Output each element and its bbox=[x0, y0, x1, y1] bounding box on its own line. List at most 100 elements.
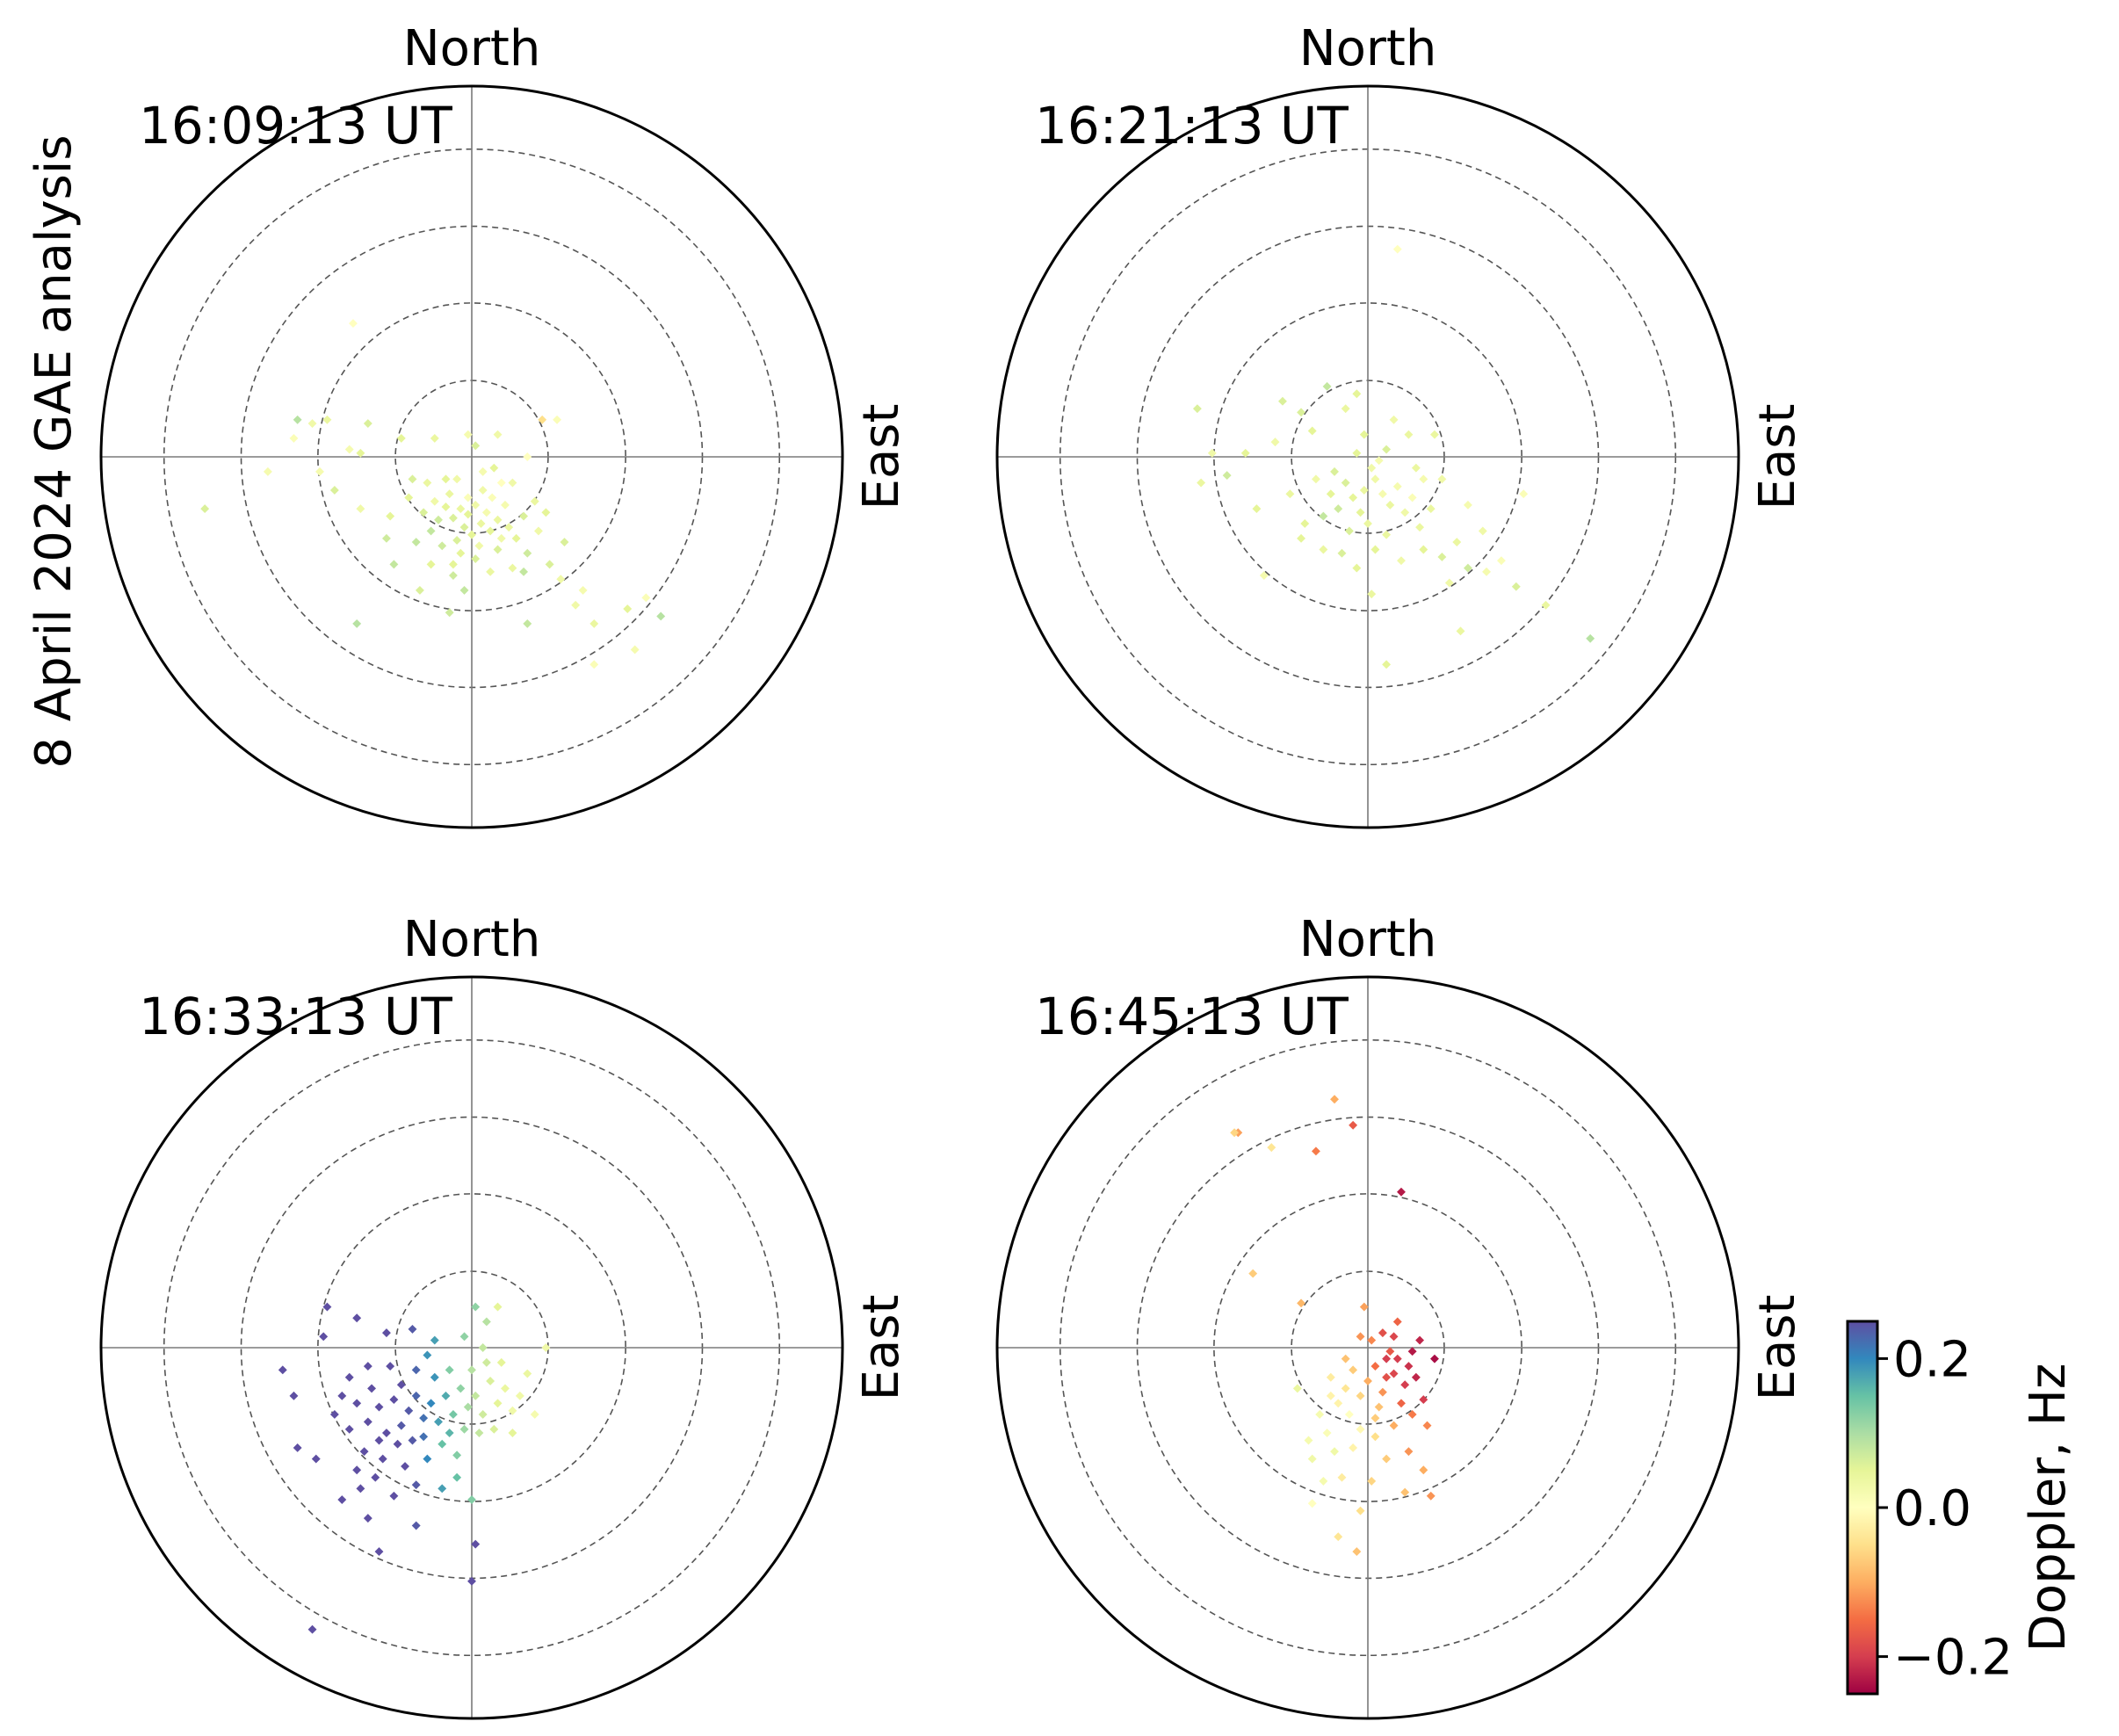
data-point bbox=[456, 504, 466, 514]
outer-boundary bbox=[99, 84, 844, 829]
data-point bbox=[463, 1402, 473, 1412]
data-point bbox=[1326, 489, 1335, 499]
data-point bbox=[367, 1384, 377, 1393]
colorbar-ticks: 0.2 0.0 −0.2 bbox=[1877, 1331, 2013, 1687]
data-point bbox=[1463, 563, 1472, 573]
data-point bbox=[578, 585, 588, 595]
data-point bbox=[1437, 552, 1447, 561]
data-point bbox=[1359, 486, 1369, 495]
data-point bbox=[448, 513, 458, 523]
data-point bbox=[1356, 1424, 1365, 1434]
data-point bbox=[441, 503, 451, 511]
data-point bbox=[1315, 1410, 1325, 1419]
data-point bbox=[381, 1328, 391, 1338]
outer-boundary bbox=[99, 975, 844, 1720]
data-point bbox=[508, 478, 517, 488]
data-point bbox=[493, 515, 503, 524]
data-point bbox=[1389, 1369, 1399, 1378]
data-point bbox=[467, 1495, 476, 1504]
data-point bbox=[1349, 493, 1358, 503]
data-point bbox=[1230, 1128, 1240, 1138]
data-point bbox=[408, 1324, 417, 1334]
data-point bbox=[430, 1335, 439, 1345]
data-point bbox=[1586, 633, 1595, 643]
data-point bbox=[359, 1447, 369, 1457]
data-point bbox=[1367, 1476, 1377, 1486]
data-point bbox=[411, 1391, 421, 1400]
data-point bbox=[1349, 1120, 1358, 1130]
data-point bbox=[467, 1365, 476, 1375]
data-point bbox=[1370, 545, 1380, 554]
data-point bbox=[1356, 508, 1365, 517]
data-point bbox=[1207, 448, 1217, 458]
data-point bbox=[489, 463, 499, 473]
data-point bbox=[352, 1465, 362, 1475]
data-point bbox=[393, 1439, 402, 1449]
data-point bbox=[471, 1539, 481, 1549]
data-point bbox=[463, 510, 473, 519]
data-point bbox=[1240, 448, 1250, 458]
data-point bbox=[445, 608, 454, 618]
data-point bbox=[315, 467, 324, 476]
data-point bbox=[1330, 467, 1339, 476]
data-point bbox=[1437, 474, 1447, 484]
data-point bbox=[1270, 438, 1280, 447]
data-point bbox=[1370, 1414, 1380, 1423]
data-point bbox=[1389, 415, 1399, 424]
data-point bbox=[523, 452, 532, 461]
data-point bbox=[452, 1450, 462, 1460]
colorbar-tick-label: −0.2 bbox=[1893, 1630, 2013, 1687]
data-point bbox=[278, 1365, 287, 1375]
data-point bbox=[448, 560, 458, 569]
data-point bbox=[1319, 1476, 1328, 1486]
data-point bbox=[411, 1521, 421, 1530]
data-point bbox=[396, 1421, 406, 1430]
data-point bbox=[478, 486, 488, 495]
data-point bbox=[1349, 1365, 1358, 1375]
data-point bbox=[1422, 1421, 1432, 1430]
data-point bbox=[459, 585, 469, 595]
data-point bbox=[459, 1424, 469, 1434]
data-point bbox=[1319, 511, 1328, 521]
data-point bbox=[389, 1395, 399, 1405]
data-point bbox=[1404, 1362, 1414, 1371]
data-point bbox=[493, 545, 503, 554]
data-point bbox=[515, 1391, 524, 1400]
data-point bbox=[445, 1365, 454, 1375]
data-point bbox=[426, 526, 436, 536]
data-point bbox=[441, 1391, 451, 1400]
data-point bbox=[423, 478, 432, 488]
data-point bbox=[1267, 1143, 1276, 1153]
data-point bbox=[1341, 1354, 1350, 1363]
data-point bbox=[556, 575, 566, 584]
data-point bbox=[322, 1302, 332, 1312]
data-point bbox=[452, 1472, 462, 1482]
data-point bbox=[1397, 556, 1406, 566]
data-point bbox=[411, 1480, 421, 1490]
data-point bbox=[396, 1380, 406, 1390]
data-point bbox=[1356, 1332, 1365, 1342]
data-point bbox=[1382, 1454, 1392, 1464]
data-point bbox=[441, 474, 451, 484]
data-point bbox=[1385, 1347, 1395, 1356]
data-point bbox=[293, 415, 302, 424]
data-point bbox=[319, 1332, 329, 1342]
data-point bbox=[456, 548, 466, 558]
data-point bbox=[571, 600, 581, 610]
east-label: East bbox=[853, 1295, 910, 1401]
data-point bbox=[408, 474, 417, 484]
data-point bbox=[411, 1365, 421, 1375]
data-point bbox=[404, 1406, 414, 1415]
data-point bbox=[430, 1372, 439, 1382]
data-point bbox=[1349, 1443, 1358, 1452]
data-point bbox=[1419, 1465, 1428, 1475]
data-point bbox=[363, 419, 372, 428]
data-point bbox=[1367, 1335, 1377, 1345]
data-point bbox=[493, 430, 503, 439]
panel-title-north: North bbox=[1299, 20, 1437, 77]
timestamp-label: 16:09:13 UT bbox=[139, 96, 452, 156]
east-label: East bbox=[1749, 404, 1806, 510]
data-point bbox=[481, 1317, 491, 1327]
data-point bbox=[478, 1410, 488, 1419]
data-point bbox=[471, 1302, 481, 1312]
